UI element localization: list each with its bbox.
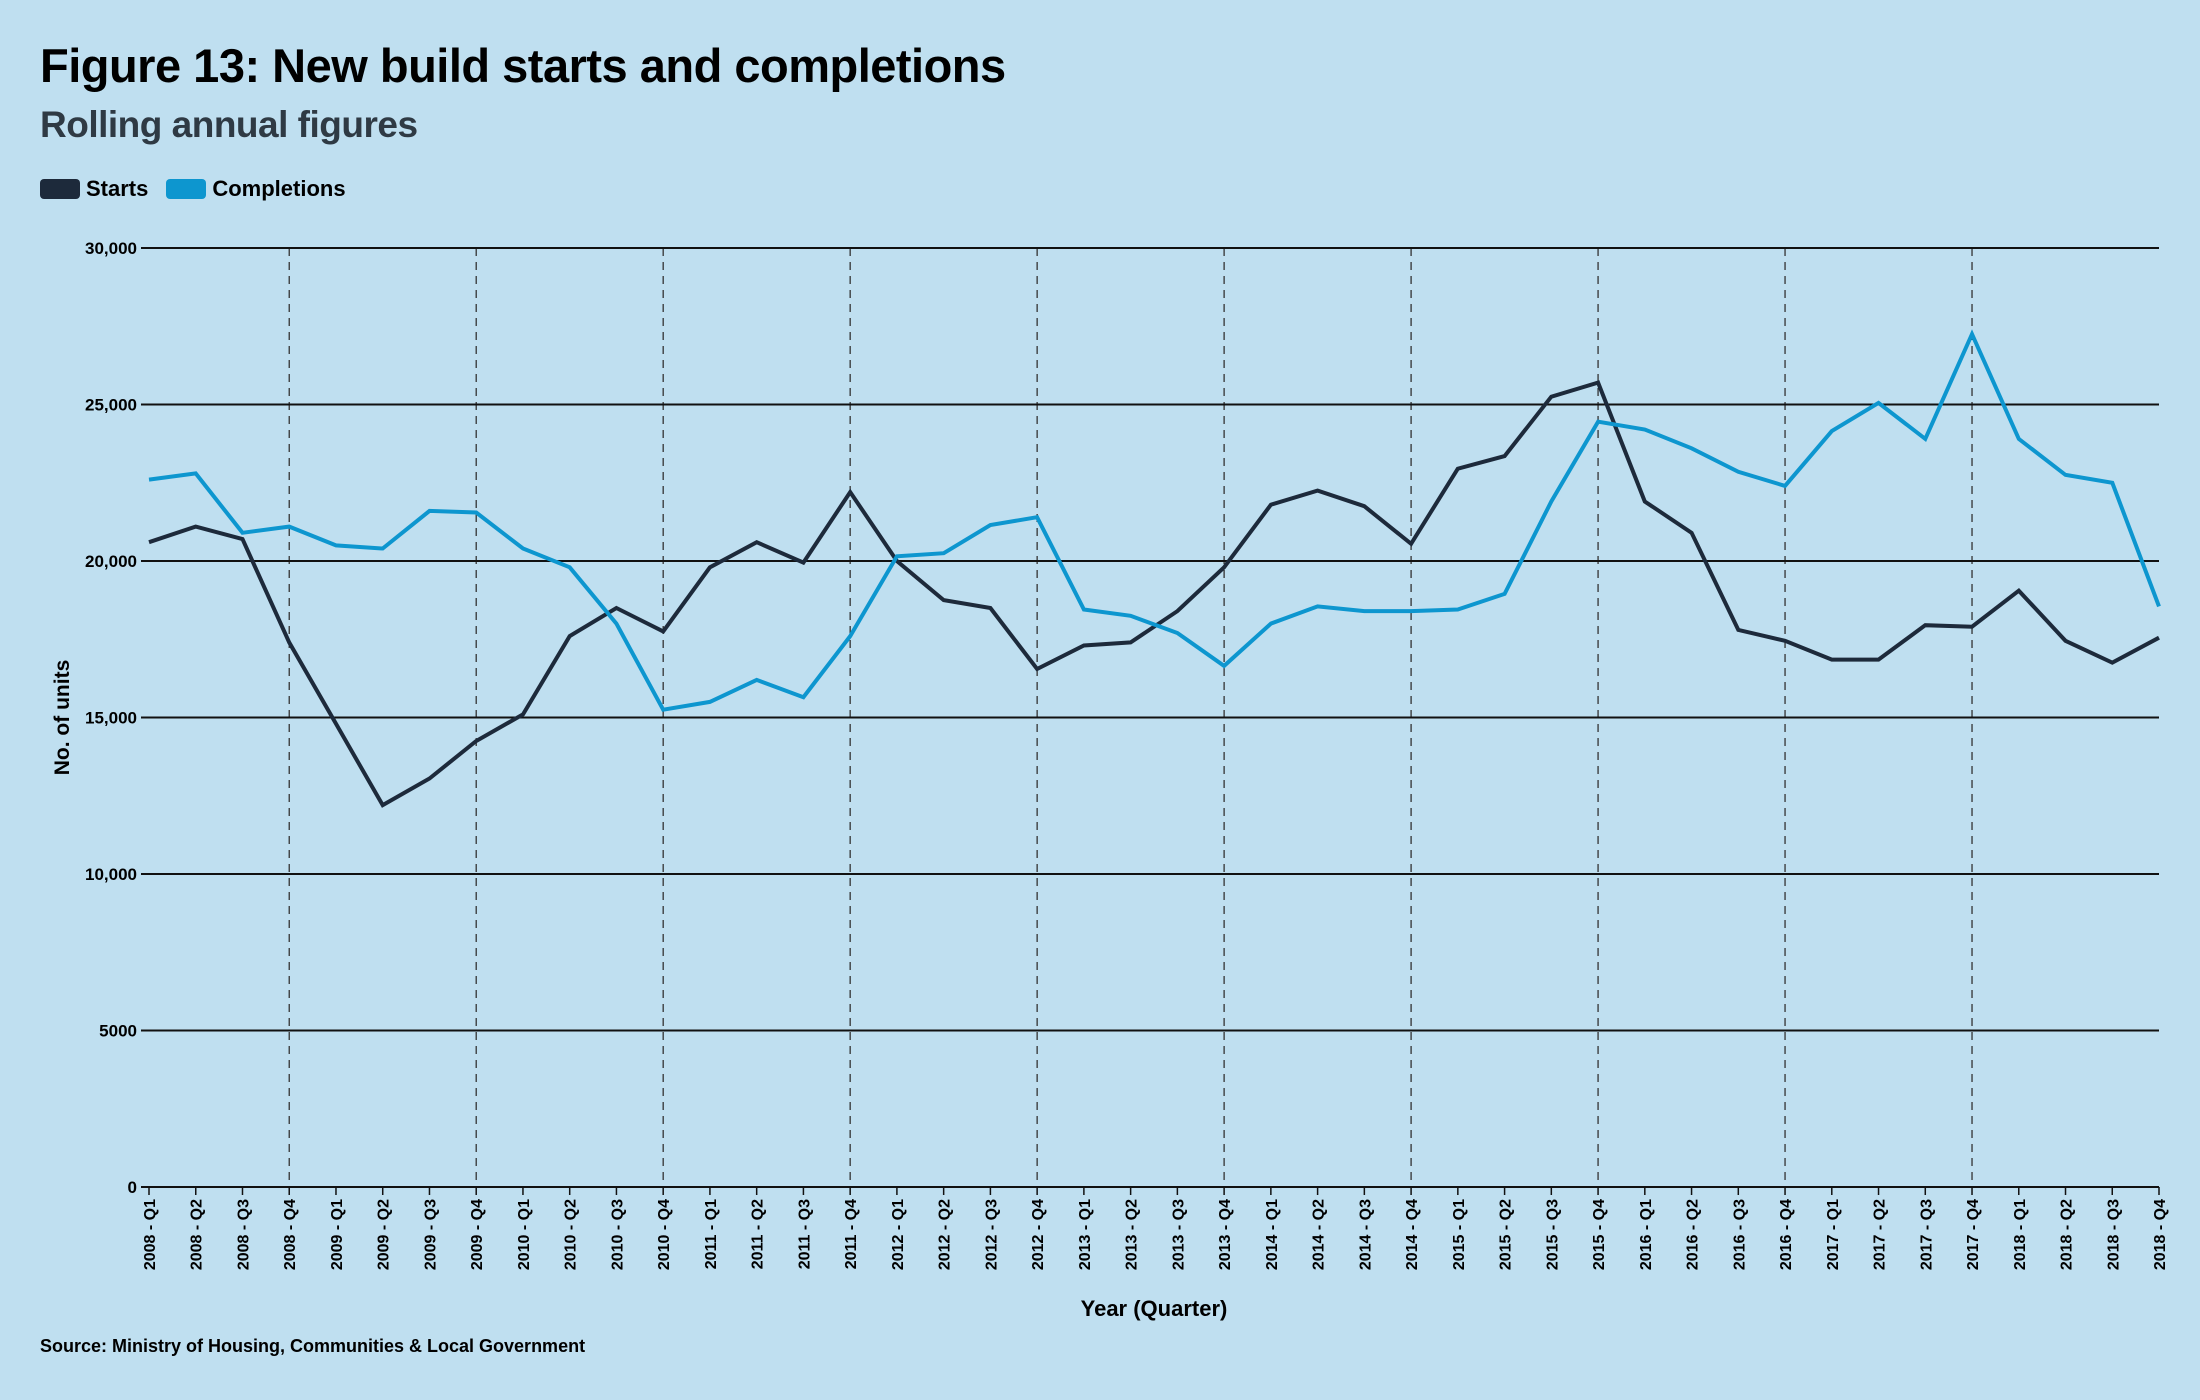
- legend-item-starts[interactable]: Starts: [40, 176, 148, 202]
- x-tick-label: 2009 - Q1: [329, 1199, 346, 1270]
- x-tick-label: 2015 - Q2: [1498, 1199, 1515, 1270]
- x-tick-label: 2014 - Q1: [1264, 1199, 1281, 1270]
- x-tick-label: 2012 - Q1: [890, 1199, 907, 1270]
- x-tick-label: 2018 - Q1: [2012, 1199, 2029, 1270]
- x-tick-label: 2010 - Q3: [609, 1199, 626, 1270]
- x-tick-label: 2011 - Q3: [796, 1199, 813, 1269]
- x-tick-label: 2011 - Q4: [843, 1199, 860, 1269]
- x-tick-label: 2016 - Q1: [1638, 1199, 1655, 1270]
- x-tick-label: 2008 - Q1: [142, 1199, 159, 1270]
- chart-subtitle: Rolling annual figures: [40, 104, 418, 145]
- source-note: Source: Ministry of Housing, Communities…: [40, 1336, 586, 1356]
- chart-title: Figure 13: New build starts and completi…: [40, 39, 1006, 92]
- x-tick-label: 2009 - Q2: [376, 1199, 393, 1270]
- y-tick-label: 20,000: [85, 552, 137, 571]
- x-tick-label: 2017 - Q1: [1825, 1199, 1842, 1270]
- legend-item-completions[interactable]: Completions: [166, 176, 346, 202]
- x-axis-label: Year (Quarter): [1081, 1296, 1228, 1321]
- legend-swatch-starts: [40, 179, 80, 199]
- x-tick-label: 2013 - Q3: [1170, 1199, 1187, 1270]
- x-tick-label: 2015 - Q3: [1544, 1199, 1561, 1270]
- y-tick-label: 25,000: [85, 396, 137, 415]
- legend: Starts Completions: [40, 176, 364, 202]
- x-tick-label: 2015 - Q1: [1451, 1199, 1468, 1270]
- x-tick-label: 2010 - Q4: [656, 1199, 673, 1270]
- x-tick-label: 2009 - Q3: [422, 1199, 439, 1270]
- x-tick-label: 2013 - Q1: [1077, 1199, 1094, 1270]
- x-tick-label: 2016 - Q3: [1731, 1199, 1748, 1270]
- x-tick-label: 2008 - Q2: [189, 1199, 206, 1270]
- legend-label-completions: Completions: [212, 176, 346, 201]
- x-tick-label: 2008 - Q4: [282, 1199, 299, 1270]
- y-tick-label: 30,000: [85, 239, 137, 258]
- series-line-starts: [148, 380, 2160, 808]
- x-tick-label: 2014 - Q4: [1404, 1199, 1421, 1270]
- x-tick-label: 2018 - Q4: [2152, 1199, 2169, 1270]
- x-tick-label: 2012 - Q4: [1030, 1199, 1047, 1270]
- x-tick-label: 2012 - Q3: [983, 1199, 1000, 1270]
- x-tick-label: 2010 - Q1: [516, 1199, 533, 1270]
- x-tick-label: 2015 - Q4: [1591, 1199, 1608, 1270]
- x-tick-label: 2012 - Q2: [937, 1199, 954, 1270]
- x-tick-label: 2013 - Q4: [1217, 1199, 1234, 1270]
- y-tick-label: 0: [128, 1178, 137, 1197]
- x-tick-label: 2011 - Q2: [750, 1199, 767, 1269]
- y-tick-label: 10,000: [85, 865, 137, 884]
- legend-swatch-completions: [166, 179, 207, 199]
- x-tick-label: 2018 - Q2: [2059, 1199, 2076, 1270]
- x-tick-label: 2017 - Q2: [1872, 1199, 1889, 1270]
- x-tick-label: 2018 - Q3: [2105, 1199, 2122, 1270]
- x-tick-label: 2008 - Q3: [235, 1199, 252, 1270]
- y-tick-label: 15,000: [85, 709, 137, 728]
- x-tick-label: 2014 - Q2: [1311, 1199, 1328, 1270]
- x-tick-label: 2017 - Q4: [1965, 1199, 1982, 1270]
- x-tick-label: 2010 - Q2: [563, 1199, 580, 1270]
- x-tick-label: 2011 - Q1: [703, 1199, 720, 1269]
- series-line-completions: [148, 329, 2161, 712]
- x-tick-label: 2017 - Q3: [1918, 1199, 1935, 1270]
- x-tick-label: 2014 - Q3: [1357, 1199, 1374, 1270]
- legend-label-starts: Starts: [86, 176, 149, 201]
- x-tick-label: 2016 - Q2: [1685, 1199, 1702, 1270]
- y-tick-label: 5000: [99, 1022, 137, 1041]
- x-tick-label: 2013 - Q2: [1124, 1199, 1141, 1270]
- x-tick-label: 2016 - Q4: [1778, 1199, 1795, 1270]
- x-tick-label: 2009 - Q4: [469, 1199, 486, 1270]
- y-axis-label: No. of units: [51, 660, 74, 775]
